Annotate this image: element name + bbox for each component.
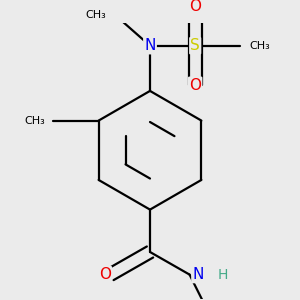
Text: CH₃: CH₃: [85, 10, 106, 20]
Text: CH₃: CH₃: [24, 116, 45, 126]
Text: N: N: [192, 267, 204, 282]
Text: H: H: [218, 268, 228, 282]
Text: O: O: [189, 0, 201, 14]
Text: O: O: [189, 78, 201, 93]
Text: O: O: [99, 267, 111, 282]
Text: S: S: [190, 38, 200, 53]
Text: N: N: [144, 38, 156, 53]
Text: CH₃: CH₃: [249, 41, 270, 51]
